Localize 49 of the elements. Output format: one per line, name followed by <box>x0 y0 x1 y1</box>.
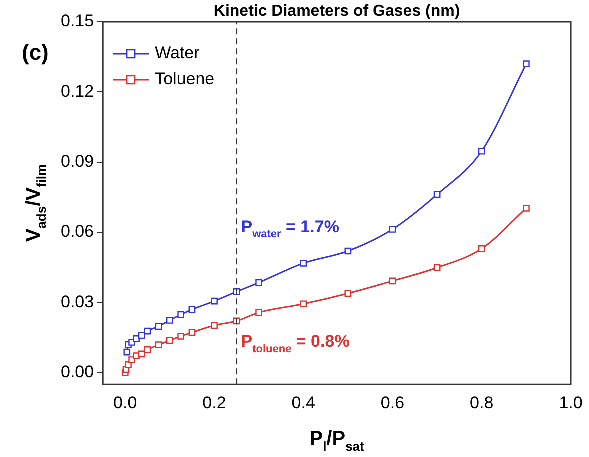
x-tick-label: 1.0 <box>559 393 583 412</box>
legend-label: Toluene <box>155 70 215 89</box>
point <box>300 300 308 308</box>
point <box>144 346 152 354</box>
point <box>211 322 218 330</box>
point <box>188 306 196 314</box>
point <box>124 348 131 356</box>
x-tick-label: 0.8 <box>470 393 494 412</box>
point <box>155 323 162 330</box>
point <box>434 264 441 272</box>
y-tick-label: 0.06 <box>60 222 94 242</box>
y-tick-label: 0.09 <box>60 152 94 172</box>
point <box>344 290 352 298</box>
point <box>166 317 174 324</box>
point <box>300 260 308 267</box>
y-axis-title: Vads/Vfilm <box>23 164 49 242</box>
point <box>256 279 262 286</box>
point <box>478 245 486 252</box>
point <box>389 226 396 233</box>
point <box>138 332 146 340</box>
point <box>166 337 174 344</box>
point <box>434 191 441 198</box>
y-tick-label: 0.03 <box>60 292 94 312</box>
point <box>125 362 132 368</box>
x-tick-label: 0.2 <box>202 393 226 412</box>
text: (c) <box>22 40 49 65</box>
point <box>133 352 140 360</box>
x-tick-label: 0.6 <box>380 393 405 412</box>
point <box>178 332 184 340</box>
point <box>523 205 530 212</box>
point <box>256 309 262 316</box>
point <box>188 329 196 336</box>
point <box>178 311 184 318</box>
point <box>389 278 396 285</box>
x-tick-label: 0.4 <box>292 393 316 412</box>
point <box>344 248 352 255</box>
point <box>478 148 486 155</box>
point <box>155 342 162 348</box>
legend-label: Water <box>155 44 200 63</box>
point <box>144 328 152 335</box>
point <box>523 60 530 68</box>
point <box>211 298 218 305</box>
chart-title: Kinetic Diameters of Gases (nm) <box>214 3 460 20</box>
y-tick-label: 0.12 <box>60 82 94 101</box>
y-tick-label: 0.15 <box>60 12 94 31</box>
x-tick-label: 0.0 <box>114 393 138 412</box>
point <box>138 350 146 358</box>
y-tick-label: 0.00 <box>60 362 94 382</box>
point <box>133 336 140 342</box>
